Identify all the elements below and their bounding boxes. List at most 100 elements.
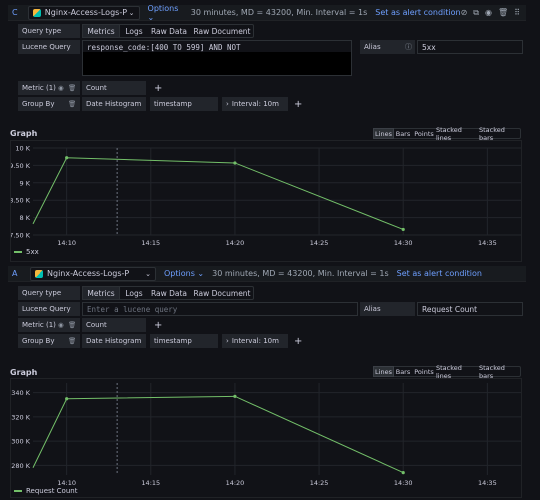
interval-settings[interactable]: › Interval: 10m bbox=[222, 97, 288, 111]
mode-lines[interactable]: Lines bbox=[373, 366, 394, 377]
mode-points[interactable]: Points bbox=[414, 367, 434, 376]
line-chart: 7.50 K 8 K 8.50 K 9 K 9.50 K 10 K 14:10 14:15 14… bbox=[9, 145, 521, 247]
interval-label: Interval: 10m bbox=[231, 100, 279, 108]
elasticsearch-icon bbox=[32, 8, 41, 17]
trash-icon[interactable]: 🗑 bbox=[68, 100, 77, 108]
tab-logs[interactable]: Logs bbox=[125, 26, 143, 36]
duplicate-icon[interactable]: ⧉ bbox=[473, 7, 479, 17]
add-group-by-button[interactable]: + bbox=[294, 335, 303, 347]
query-row-tools: ⊘ ⧉ ◉ 🗑 ⠿ bbox=[461, 8, 526, 18]
add-group-by-button[interactable]: + bbox=[294, 98, 303, 110]
trash-icon[interactable]: 🗑 bbox=[68, 321, 77, 329]
options-label: Options bbox=[164, 269, 195, 278]
group-by-type-select[interactable]: Date Histogram bbox=[82, 97, 146, 111]
options-toggle[interactable]: Options ⌄ bbox=[147, 3, 179, 22]
alias-input[interactable]: 5xx bbox=[417, 40, 523, 54]
y-tick-label: 320 K bbox=[11, 413, 30, 421]
x-tick-label: 14:20 bbox=[226, 239, 245, 247]
mode-stacked-lines[interactable]: Stacked lines bbox=[436, 363, 462, 380]
query-letter[interactable]: C bbox=[12, 8, 18, 17]
add-metric-button[interactable]: + bbox=[154, 82, 163, 94]
mode-stacked-bars[interactable]: Stacked bars bbox=[479, 363, 505, 380]
y-tick-label: 10 K bbox=[15, 145, 30, 153]
info-icon: ⓘ bbox=[405, 43, 412, 51]
tab-raw-document[interactable]: Raw Document bbox=[193, 288, 251, 298]
datasource-picker[interactable]: Nginx-Access-Logs-P ⌄ bbox=[27, 5, 140, 20]
group-by-field-select[interactable]: timestamp bbox=[150, 334, 218, 348]
tab-raw-data[interactable]: Raw Data bbox=[150, 288, 188, 298]
add-metric-button[interactable]: + bbox=[154, 319, 163, 331]
group-by-field-select[interactable]: timestamp bbox=[150, 97, 218, 111]
query-type-label: Query type bbox=[18, 286, 80, 300]
set-alert-condition-button[interactable]: Set as alert condition bbox=[396, 269, 482, 278]
group-by-label: Group By bbox=[18, 97, 80, 111]
group-by-label: Group By bbox=[18, 334, 80, 348]
alias-input[interactable]: Request Count bbox=[417, 302, 523, 316]
metric-type-select[interactable]: Count bbox=[82, 318, 146, 332]
metric-type-select[interactable]: Count bbox=[82, 81, 146, 95]
alias-label: Alias bbox=[360, 302, 415, 316]
x-tick-label: 14:15 bbox=[141, 479, 160, 487]
mode-lines[interactable]: Lines bbox=[373, 128, 394, 139]
alias-label: Alias ⓘ bbox=[360, 40, 415, 54]
mode-points[interactable]: Points bbox=[414, 129, 434, 138]
series-point bbox=[401, 470, 405, 475]
tab-raw-data[interactable]: Raw Data bbox=[150, 26, 188, 36]
series-line bbox=[32, 395, 404, 474]
legend-label: Request Count bbox=[26, 487, 78, 495]
series-point bbox=[65, 156, 69, 160]
elasticsearch-icon bbox=[35, 269, 43, 278]
query-type-label: Query type bbox=[18, 24, 80, 38]
lucene-query-label: Lucene Query bbox=[18, 40, 80, 54]
x-tick-label: 14:25 bbox=[310, 479, 329, 487]
set-alert-condition-button[interactable]: Set as alert condition bbox=[375, 8, 461, 17]
x-tick-label: 14:35 bbox=[478, 239, 497, 247]
y-tick-label: 300 K bbox=[11, 438, 30, 446]
interval-settings[interactable]: › Interval: 10m bbox=[222, 334, 288, 348]
chevron-down-icon: ⌄ bbox=[145, 269, 151, 278]
trash-icon[interactable]: 🗑 bbox=[68, 84, 77, 92]
y-tick-label: 9 K bbox=[20, 179, 31, 187]
y-tick-label: 8.50 K bbox=[11, 197, 31, 205]
metric-label: Metric (1) bbox=[18, 81, 80, 95]
hide-icon[interactable]: ◉ bbox=[485, 7, 492, 17]
eye-icon[interactable]: ◉ bbox=[58, 321, 64, 329]
trash-icon[interactable]: 🗑 bbox=[68, 337, 77, 345]
mode-bars[interactable]: Bars bbox=[395, 367, 411, 376]
eye-icon[interactable]: ◉ bbox=[58, 84, 64, 92]
mode-stacked-bars[interactable]: Stacked bars bbox=[479, 125, 505, 142]
tab-raw-document[interactable]: Raw Document bbox=[193, 26, 251, 36]
lucene-query-label: Lucene Query bbox=[18, 302, 80, 316]
datasource-picker[interactable]: Nginx-Access-Logs-P ⌄ bbox=[30, 266, 156, 281]
group-by-type-select[interactable]: Date Histogram bbox=[82, 334, 146, 348]
query-header-c: C Nginx-Access-Logs-P ⌄ Options ⌄ 30 min… bbox=[8, 3, 526, 22]
options-label: Options bbox=[147, 3, 179, 13]
drag-handle-icon[interactable]: ⠿ bbox=[514, 7, 520, 17]
mode-bars[interactable]: Bars bbox=[395, 129, 411, 138]
query-letter[interactable]: A bbox=[12, 269, 18, 278]
series-line bbox=[32, 157, 404, 230]
graph-panel-c: 7.50 K 8 K 8.50 K 9 K 9.50 K 10 K 14:10 14:15 14… bbox=[9, 140, 522, 262]
x-tick-label: 14:20 bbox=[226, 479, 245, 487]
options-toggle[interactable]: Options ⌄ bbox=[164, 269, 205, 278]
lucene-query-input[interactable]: Enter a lucene query bbox=[82, 302, 358, 316]
line-chart: 280 K 300 K 320 K 340 K 14:10 14:15 14:20 14:25… bbox=[11, 383, 521, 487]
x-tick-label: 14:15 bbox=[141, 239, 160, 247]
graph-title: Graph bbox=[10, 368, 38, 377]
query-header-a: A Nginx-Access-Logs-P ⌄ Options ⌄ 30 min… bbox=[8, 266, 526, 282]
tab-metrics[interactable]: Metrics bbox=[82, 24, 120, 38]
x-tick-label: 14:30 bbox=[394, 239, 413, 247]
legend-label: 5xx bbox=[26, 248, 39, 256]
legend-item[interactable]: 5xx bbox=[14, 248, 39, 256]
mode-stacked-lines[interactable]: Stacked lines bbox=[436, 125, 462, 142]
delete-icon[interactable]: 🗑 bbox=[497, 7, 509, 17]
series-point bbox=[233, 394, 237, 398]
tab-logs[interactable]: Logs bbox=[125, 288, 143, 298]
series-point bbox=[401, 227, 405, 232]
legend-item[interactable]: Request Count bbox=[14, 487, 77, 495]
help-icon[interactable]: ⊘ bbox=[460, 7, 468, 17]
chevron-down-icon: ⌄ bbox=[128, 8, 135, 17]
tab-metrics[interactable]: Metrics bbox=[82, 286, 120, 300]
graph-title: Graph bbox=[10, 129, 38, 138]
